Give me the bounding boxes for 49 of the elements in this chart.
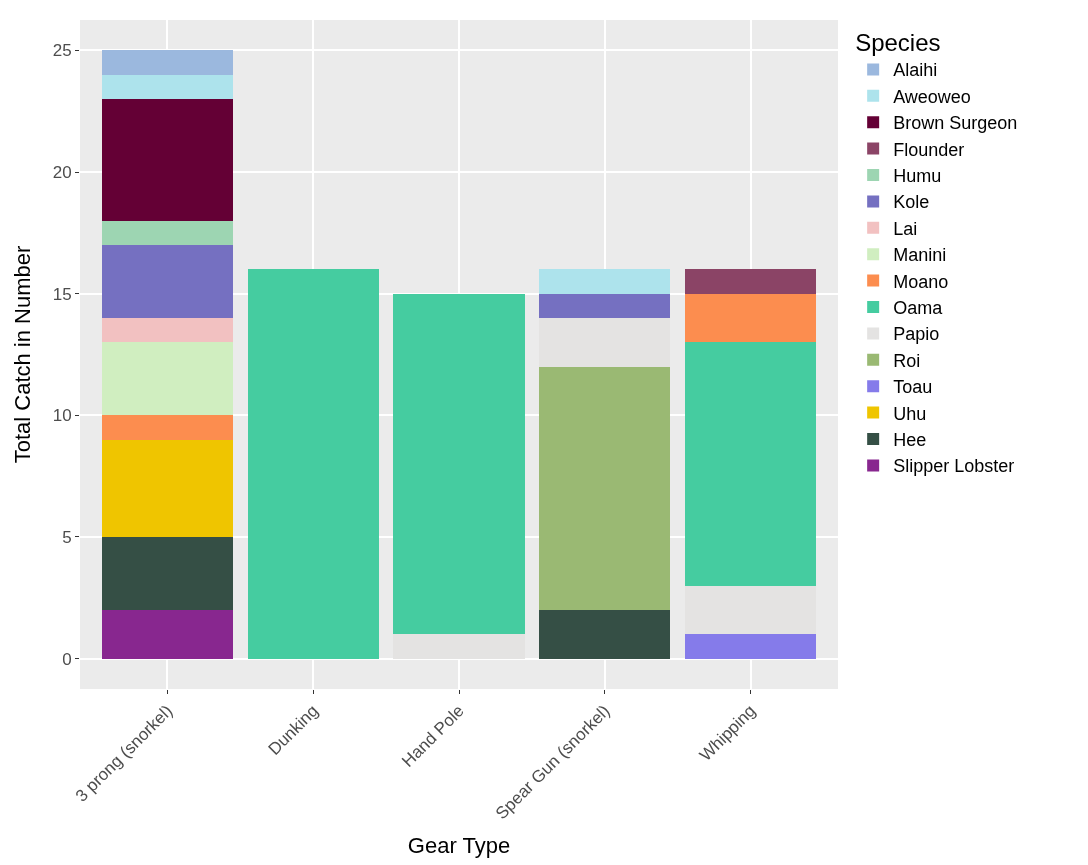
bar	[101, 439, 234, 537]
bar	[684, 269, 817, 294]
legend-label: Papio	[893, 324, 940, 345]
legend-label: Moano	[893, 271, 949, 292]
bar	[684, 585, 817, 635]
bar	[101, 50, 234, 75]
bar	[101, 536, 234, 610]
y-tick-label: 10	[52, 406, 72, 426]
bar	[684, 293, 817, 343]
bar	[247, 269, 379, 659]
legend-label: Aweoweo	[893, 86, 971, 107]
bar	[101, 74, 234, 100]
legend-label: Alaihi	[893, 60, 938, 81]
bar	[539, 293, 671, 319]
bar	[101, 318, 234, 343]
y-axis-title: Total Catch in Number	[10, 245, 36, 464]
legend-label: Humu	[893, 166, 942, 187]
y-tick-label: 0	[62, 649, 72, 669]
legend-label: Kole	[893, 192, 930, 213]
legend-title: Species	[855, 29, 941, 57]
legend-label: Roi	[893, 350, 921, 371]
bar	[101, 245, 234, 319]
bar	[101, 342, 234, 416]
bar	[539, 318, 671, 367]
bar	[101, 220, 234, 246]
legend-label: Slipper Lobster	[893, 456, 1015, 477]
y-tick-label: 5	[62, 527, 72, 547]
legend-label: Uhu	[893, 403, 927, 424]
bar	[539, 609, 671, 659]
legend-label: Hee	[893, 430, 927, 451]
bar	[684, 634, 817, 659]
bar	[101, 609, 234, 659]
y-tick-label: 15	[52, 284, 72, 304]
x-axis-title: Gear Type	[407, 832, 511, 858]
bar	[393, 634, 525, 659]
bar	[539, 366, 671, 610]
bar	[393, 293, 525, 635]
y-tick-label: 25	[52, 41, 72, 61]
y-tick-label: 20	[52, 163, 72, 182]
legend-label: Brown Surgeon	[893, 113, 1018, 134]
bar	[684, 342, 817, 586]
bar	[539, 269, 671, 294]
legend-label: Flounder	[893, 139, 965, 160]
legend-label: Toau	[893, 377, 933, 398]
bar	[101, 415, 234, 440]
legend-label: Manini	[893, 245, 947, 266]
legend-label: Oama	[893, 298, 944, 319]
legend-label: Lai	[893, 218, 918, 239]
bar	[101, 99, 234, 221]
